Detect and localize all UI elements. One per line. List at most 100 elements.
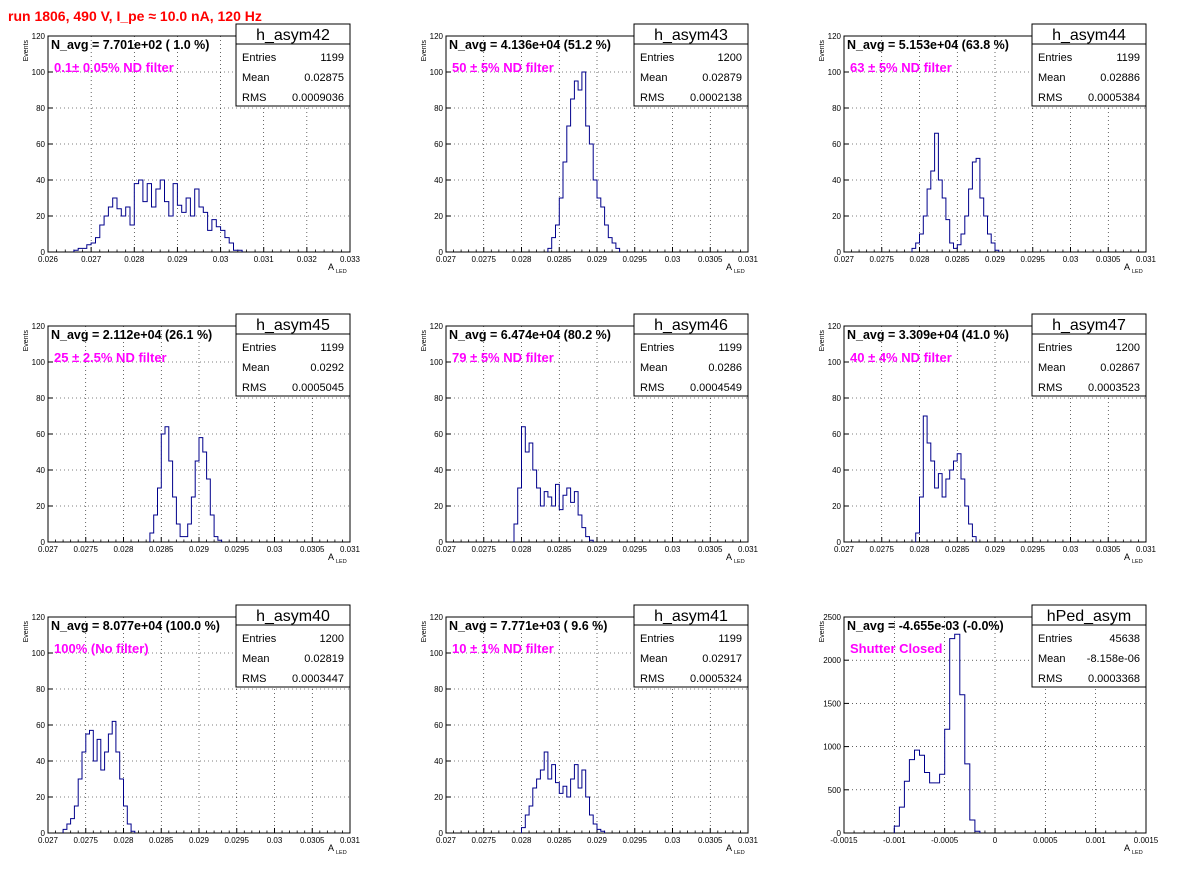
stat-value: 0.0005324	[690, 673, 742, 685]
x-tick-label: 0.03	[267, 836, 283, 845]
stat-value: 1200	[320, 633, 344, 645]
y-tick-label: 80	[434, 394, 443, 403]
stat-value: 0.0003368	[1088, 673, 1140, 685]
y-tick-label: 60	[36, 140, 45, 149]
filter-note: 100% (No filter)	[54, 641, 149, 656]
x-tick-label: 0.0305	[698, 545, 723, 554]
stat-value: 0.0005045	[292, 382, 344, 394]
x-tick-label: 0.027	[38, 545, 59, 554]
x-tick-label: 0.031	[254, 255, 275, 264]
x-axis-label-sub: LED	[336, 850, 347, 856]
y-tick-label: 80	[434, 685, 443, 694]
x-tick-label: 0.029	[189, 545, 210, 554]
x-tick-label: 0.0305	[1096, 545, 1121, 554]
navg-label: N_avg = 6.474e+04 (80.2 %)	[449, 328, 611, 342]
histogram-name: h_asym43	[654, 27, 728, 44]
stat-label: RMS	[242, 673, 266, 685]
x-tick-label: 0.027	[834, 255, 855, 264]
y-tick-label: 100	[430, 68, 444, 77]
y-tick-label: 60	[434, 721, 443, 730]
stat-label: Entries	[242, 52, 277, 64]
y-tick-label: 2000	[823, 656, 841, 665]
y-tick-label: 60	[36, 430, 45, 439]
histogram-line	[73, 179, 243, 252]
stat-label: Entries	[242, 633, 277, 645]
y-tick-label: 100	[430, 358, 444, 367]
run-title: run 1806, 490 V, I_pe ≈ 10.0 nA, 120 Hz	[8, 8, 262, 24]
x-tick-label: 0.0285	[945, 545, 970, 554]
y-axis-label: Events	[421, 330, 428, 352]
y-tick-label: 20	[36, 793, 45, 802]
x-tick-label: 0	[993, 836, 998, 845]
y-tick-label: 40	[434, 757, 443, 766]
stat-label: Entries	[640, 52, 675, 64]
stat-label: RMS	[242, 382, 266, 394]
y-tick-label: 2500	[823, 613, 841, 622]
y-tick-label: 0	[439, 248, 444, 257]
stat-label: RMS	[242, 92, 266, 104]
y-tick-label: 100	[32, 649, 46, 658]
x-tick-label: 0.0275	[74, 836, 99, 845]
stat-value: 0.02867	[1100, 362, 1140, 374]
y-tick-label: 80	[832, 394, 841, 403]
stat-label: RMS	[640, 382, 664, 394]
x-axis-label: A	[328, 843, 334, 853]
stat-label: RMS	[1038, 673, 1062, 685]
stat-label: Entries	[242, 342, 277, 354]
stat-label: Mean	[640, 362, 668, 374]
stat-value: 1199	[718, 633, 742, 645]
y-tick-label: 120	[32, 32, 46, 41]
histogram-line	[911, 132, 1000, 252]
stat-value: 0.0292	[310, 362, 344, 374]
x-axis-label-sub: LED	[1132, 559, 1143, 565]
histogram-name: h_asym44	[1052, 27, 1126, 44]
stats-box	[633, 604, 749, 688]
x-tick-label: 0.0015	[1134, 836, 1159, 845]
stat-value: -8.158e-06	[1087, 653, 1140, 665]
x-tick-label: 0.028	[909, 545, 930, 554]
navg-label: N_avg = 7.771e+03 ( 9.6 %)	[449, 619, 607, 633]
x-tick-label: 0.0305	[1096, 255, 1121, 264]
stats-box	[235, 604, 351, 688]
y-tick-label: 0	[41, 248, 46, 257]
y-tick-label: 20	[36, 502, 45, 511]
stat-value: 0.0003447	[292, 673, 344, 685]
x-tick-label: 0.028	[511, 836, 532, 845]
filter-note: Shutter Closed	[850, 641, 943, 656]
y-tick-label: 20	[434, 212, 443, 221]
stat-label: Mean	[640, 72, 668, 84]
x-axis-label: A	[1124, 843, 1130, 853]
x-tick-label: 0.027	[38, 836, 59, 845]
histogram-panel-h_asym44: 0.027 0.0275 0.028 0.0285 0.029 0.0295 0.03 0.0…	[819, 23, 1157, 275]
y-tick-label: 20	[832, 502, 841, 511]
y-axis-label: Events	[819, 330, 826, 352]
x-tick-label: 0.028	[113, 836, 134, 845]
stat-value: 1199	[320, 52, 344, 64]
stats-box	[1031, 313, 1147, 397]
histogram-panel-h_asym46: 0.027 0.0275 0.028 0.0285 0.029 0.0295 0.03 0.0…	[421, 313, 759, 565]
x-tick-label: 0.029	[167, 255, 188, 264]
filter-note: 63 ± 5% ND filter	[850, 60, 952, 75]
y-tick-label: 100	[430, 649, 444, 658]
x-tick-label: 0.029	[985, 255, 1006, 264]
y-tick-label: 120	[430, 613, 444, 622]
x-tick-label: 0.0295	[623, 255, 648, 264]
y-tick-label: 100	[32, 358, 46, 367]
stat-label: Mean	[242, 362, 270, 374]
stat-value: 0.0286	[708, 362, 742, 374]
stat-value: 0.0003523	[1088, 382, 1140, 394]
x-tick-label: 0.001	[1086, 836, 1107, 845]
stat-label: Mean	[242, 653, 270, 665]
x-tick-label: 0.031	[738, 836, 759, 845]
x-axis-label: A	[1124, 552, 1130, 562]
y-tick-label: 40	[36, 757, 45, 766]
histogram-panel-hPed_asym: -0.0015 -0.001 -0.0005 0 0.0005 0.001 0.0015 0 5…	[819, 604, 1159, 856]
y-tick-label: 0	[41, 538, 46, 547]
stat-label: Mean	[1038, 653, 1066, 665]
x-tick-label: 0.03	[1063, 255, 1079, 264]
y-tick-label: 120	[828, 322, 842, 331]
x-tick-label: 0.029	[587, 255, 608, 264]
x-tick-label: 0.0295	[225, 836, 250, 845]
stat-value: 1200	[1116, 342, 1140, 354]
